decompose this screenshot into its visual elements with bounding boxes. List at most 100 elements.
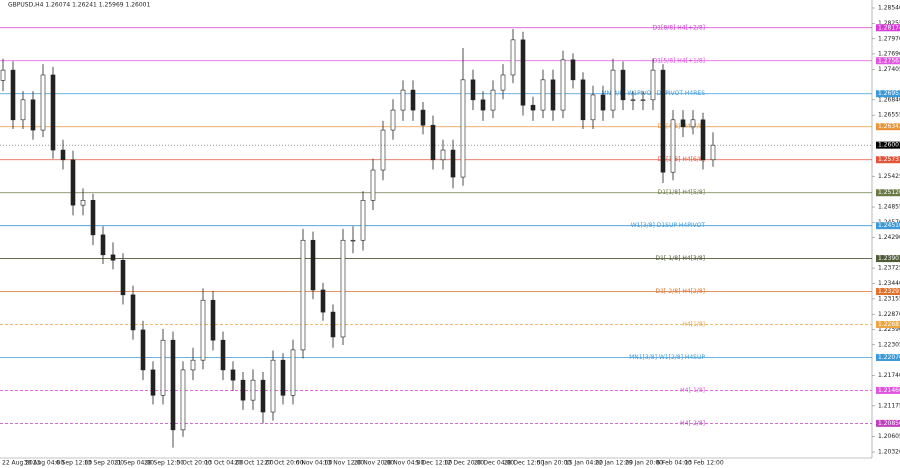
y-tick-label: 1.24290 [878,234,900,241]
candle-body [130,294,136,331]
candle-body [650,69,656,101]
candle-body [270,359,276,413]
level-label: D1[-1/8] H4[3/8] [655,255,705,262]
x-tick-label: 12 Dec 20:00 [444,460,485,467]
candle-body [300,239,306,351]
y-tick-label: 1.21175 [878,402,900,409]
candle-body [610,69,616,111]
price-box [876,189,900,197]
candle-body [390,109,396,131]
candle-body [320,289,326,313]
y-tick-label: 1.26555 [878,112,900,119]
candle-body [220,339,226,371]
candle-body [290,349,296,396]
x-tick-label: 22 Aug 2023 [2,460,41,467]
candle-body [140,329,146,371]
candle-body [60,149,66,161]
price-box-label: 1.25731 [878,156,900,163]
candle-body [250,379,256,401]
price-box [876,419,900,427]
candle-body [280,359,286,396]
candle-body [340,239,346,338]
y-tick-label: 1.23725 [878,265,900,272]
x-tick-label: 20 Nov 20:00 [354,460,395,467]
candle-body [470,79,476,101]
candle-body [0,69,6,81]
candle-body [150,369,156,396]
candle-body [90,199,96,236]
y-tick-label: 1.22305 [878,341,900,348]
candle-body [460,79,466,178]
candle-body [560,59,566,111]
candle-body [20,99,26,121]
candle-body [70,159,76,206]
price-box-label: 1.24510 [878,222,900,229]
candle-body [370,169,376,201]
x-tick-label: 5 Dec 12:00 [416,460,453,467]
x-tick-label: 5 Jan 20:00 [537,460,571,467]
candle-body [700,119,706,161]
price-box-label: 1.26342 [878,123,900,130]
x-tick-label: 29 Jan 20:00 [625,460,663,467]
candle-body [480,99,486,111]
candle-body [710,144,716,161]
y-tick-label: 1.27690 [878,50,900,57]
candle-body [260,379,266,413]
y-tick-label: 1.22870 [878,311,900,318]
candle-body [580,79,586,121]
price-box [876,57,900,65]
chart-title: GBPUSD,H4 1.26074 1.26241 1.25969 1.2600… [8,2,150,9]
candle-body [330,311,336,338]
x-tick-label: 28 Sep 12:00 [144,460,184,467]
price-box-label: 1.21460 [878,387,900,394]
candle-body [690,119,696,128]
candle-body [450,149,456,178]
y-tick-label: 1.27970 [878,35,900,42]
candle-body [410,89,416,111]
x-tick-label: 6 Sep 12:00 [56,460,92,467]
price-box-label: 1.25120 [878,189,900,196]
price-box [876,24,900,32]
candle-body [510,39,516,76]
candle-body [670,119,676,173]
x-tick-label: 13 Nov 12:00 [324,460,365,467]
candle-body [210,299,216,341]
price-box-label: 1.23291 [878,288,900,295]
x-tick-label: 20 Oct 12:00 [234,460,273,467]
candle-body [10,69,16,121]
y-tick-label: 1.24855 [878,204,900,211]
x-tick-label: 27 Oct 20:00 [264,460,303,467]
y-tick-label: 1.22590 [878,326,900,333]
candle-body [660,69,666,173]
candle-body [110,254,116,261]
candle-body [230,369,236,381]
price-box-label: 1.27563 [878,57,900,64]
level-label: H4[-1/8] [680,387,705,394]
x-tick-label: 13 Sep 20:00 [84,460,124,467]
candle-body [190,359,196,371]
candle-body [440,149,446,161]
y-tick-label: 1.21740 [878,372,900,379]
candle-body [50,74,56,151]
x-tick-label: 22 Jan 12:00 [595,460,633,467]
candle-body [680,119,686,128]
candle-body [310,239,316,291]
x-tick-label: 15 Jan 04:00 [565,460,603,467]
candle-body [430,124,436,161]
price-box-label: 1.26953 [878,90,900,97]
candle-body [350,239,356,242]
level-label: D1[8/8] H4[+2/8] [653,24,705,31]
price-box [876,255,900,263]
candle-body [360,199,366,241]
level-label: W1[3/8] D1SUP H4PIVOT [631,222,706,229]
y-tick-label: 1.23155 [878,295,900,302]
candle-body [400,89,406,111]
x-tick-label: 6 Nov 04:00 [296,460,333,467]
x-tick-label: 20 Dec 04:00 [474,460,515,467]
x-tick-label: 13 Oct 04:00 [204,460,243,467]
candle-body [500,74,506,91]
y-tick-label: 1.26840 [878,96,900,103]
price-box [876,386,900,394]
x-tick-label: 21 Sep 04:00 [114,460,154,467]
